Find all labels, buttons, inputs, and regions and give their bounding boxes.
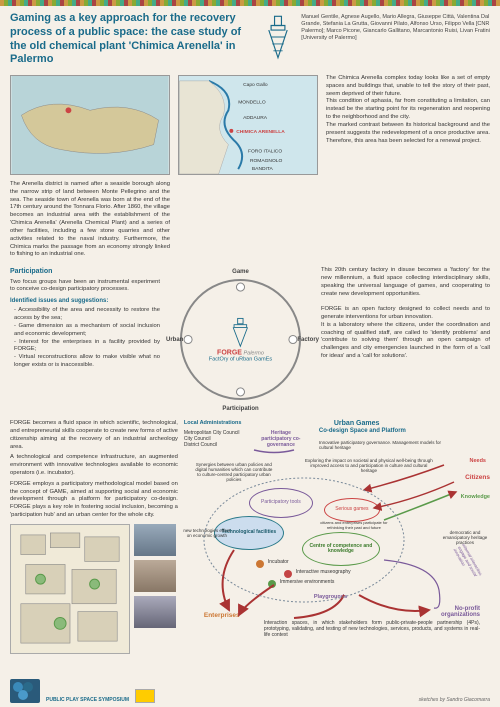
participation-heading: Participation — [10, 267, 160, 276]
svg-text:Capo Gallo: Capo Gallo — [243, 82, 268, 88]
tower-logo — [263, 12, 293, 62]
poster-title: Gaming as a key approach for the recover… — [10, 12, 255, 67]
diagram-arrows — [184, 420, 494, 640]
participation-row: Participation Two focus groups have been… — [0, 263, 500, 416]
issues-heading: Identified issues and suggestions: — [10, 297, 160, 305]
symposium-logo — [10, 679, 40, 703]
ring-center: FORGE Palermo FactOry of uRban GamEs — [209, 317, 272, 362]
participation-block: Participation Two focus groups have been… — [10, 267, 160, 370]
poster-footer: PUBLIC PLAY SPACE SYMPOSIUM sketches by … — [10, 679, 490, 703]
participation-p1: Two focus groups have been an instrument… — [10, 279, 160, 295]
left-bottom-col: FORGE becomes a fluid space in which sci… — [10, 420, 178, 654]
photo-thumbnail — [134, 560, 176, 592]
svg-text:CHIMICA ARENELLA: CHIMICA ARENELLA — [236, 129, 285, 135]
intro-left-text: The Arenella district is named after a s… — [10, 181, 170, 259]
svg-text:MONDELLO: MONDELLO — [238, 99, 266, 105]
svg-text:FORO ITALICO: FORO ITALICO — [248, 148, 282, 154]
forge-left-p2: A technological and competence infrastru… — [10, 454, 178, 477]
ring-label-top: Game — [232, 269, 249, 275]
list-item: Game dimension as a mechanism of social … — [14, 323, 160, 339]
site-plan-sketch — [10, 524, 130, 654]
svg-text:ROMAGNOLO: ROMAGNOLO — [250, 158, 283, 164]
list-item: Accessibility of the area and necessity … — [14, 307, 160, 323]
sicily-map — [10, 75, 170, 175]
eu-flag-icon — [135, 689, 155, 703]
issues-list: Accessibility of the area and necessity … — [10, 307, 160, 370]
forge-brand: FORGE — [217, 349, 242, 356]
symposium-label: PUBLIC PLAY SPACE SYMPOSIUM — [46, 697, 129, 703]
photo-thumbnail — [134, 596, 176, 628]
list-item: Virtual reconstructions allow to make vi… — [14, 354, 160, 370]
svg-text:BANDITA: BANDITA — [252, 166, 274, 172]
intro-right-text: The Chimica Arenella complex today looks… — [326, 75, 490, 175]
intro-row: Capo Gallo MONDELLO ADDAURA CHIMICA AREN… — [0, 71, 500, 179]
forge-ring-diagram: Game Urban Factory Participation FORGE P… — [168, 267, 313, 412]
photo-thumbnail — [134, 524, 176, 556]
coastline-map: Capo Gallo MONDELLO ADDAURA CHIMICA AREN… — [178, 75, 318, 175]
svg-text:ADDAURA: ADDAURA — [243, 115, 268, 121]
bottom-section: FORGE becomes a fluid space in which sci… — [0, 416, 500, 658]
urban-games-diagram: Local Administrations Urban Games Metrop… — [184, 420, 490, 640]
list-item: Interest for the enterprises in a facili… — [14, 339, 160, 355]
diagram-footer-text: Interaction spaces, in which stakeholder… — [264, 620, 480, 638]
forge-left-p3: FORGE employs a participatory methodolog… — [10, 481, 178, 520]
header: Gaming as a key approach for the recover… — [0, 6, 500, 71]
ring-label-bottom: Participation — [222, 406, 258, 412]
forge-left-p1: FORGE becomes a fluid space in which sci… — [10, 420, 178, 451]
sketch-credit: sketches by Sandro Giacomarra — [419, 697, 490, 703]
forge-sub: FactOry of uRban GamEs — [209, 356, 272, 362]
authors-list: Manuel Gentile, Agnese Augello, Mario Al… — [301, 12, 490, 43]
forge-right-text: This 20th century factory in disuse beco… — [321, 267, 490, 361]
